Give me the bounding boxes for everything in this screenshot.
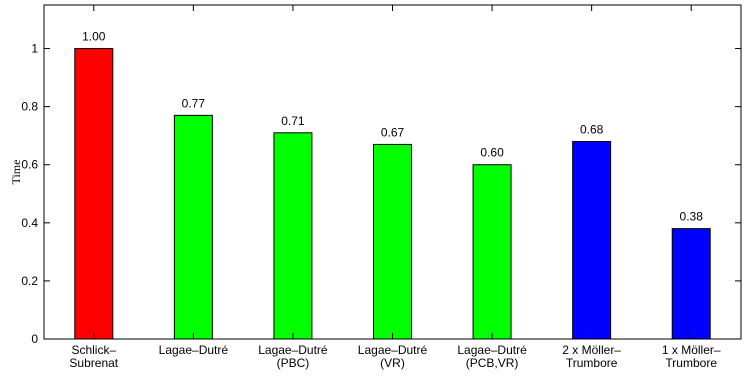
bar-value-label: 0.77 (182, 96, 206, 110)
bar-value-label: 0.38 (680, 210, 704, 224)
x-category-label: Lagae–Dutré (PCB,VR) (457, 343, 527, 370)
x-category-label-line: Trumbore (665, 356, 717, 370)
bar (373, 143, 412, 340)
bar (671, 228, 711, 340)
x-category-label-line: (PBC) (277, 356, 310, 370)
bar-value-label: 0.71 (281, 114, 305, 128)
y-tick-label: 0.2 (21, 274, 38, 288)
y-tick-label: 0 (31, 332, 38, 346)
y-tick-label: 0.8 (21, 100, 38, 114)
bar-value-label: 0.67 (381, 125, 405, 139)
x-category-label: 1 x Möller– Trumbore (662, 343, 721, 370)
y-tick-label: 0.6 (21, 158, 38, 172)
x-category-label-line: Trumbore (566, 356, 618, 370)
x-category-label: Lagae–Dutré (159, 343, 229, 357)
bars (74, 48, 711, 340)
y-tick-label: 1 (31, 42, 38, 56)
x-category-label-line: Schlick– (71, 343, 116, 357)
bar (572, 141, 612, 340)
bar (173, 114, 213, 340)
y-tick-label: 0.4 (21, 216, 38, 230)
x-category-label: Lagae–Dutré (VR) (358, 343, 428, 370)
x-category-label-line: Lagae–Dutré (457, 343, 527, 357)
y-axis-ticks: 0 0.2 0.4 0.6 0.8 1 (21, 42, 741, 346)
x-category-label-line: Lagae–Dutré (159, 343, 229, 357)
x-category-label: 2 x Möller– Trumbore (562, 343, 621, 370)
bar (273, 132, 313, 340)
x-category-label-line: Subrenat (69, 356, 118, 370)
x-category-label-line: (VR) (380, 356, 405, 370)
bar (74, 48, 114, 340)
x-category-label: Schlick– Subrenat (69, 343, 118, 370)
x-category-label-line: Lagae–Dutré (358, 343, 428, 357)
x-category-label-line: 2 x Möller– (562, 343, 621, 357)
y-axis-label: Time (9, 160, 23, 185)
x-category-label-line: (PCB,VR) (466, 356, 519, 370)
bar-value-label: 0.60 (480, 146, 504, 160)
x-category-label: Lagae–Dutré (PBC) (258, 343, 328, 370)
bar (472, 164, 512, 340)
bar-value-label: 0.68 (580, 123, 604, 137)
value-labels: 1.00 0.77 0.71 0.67 0.60 0.68 0.38 (82, 30, 703, 224)
bar-value-label: 1.00 (82, 30, 106, 44)
x-category-label-line: 1 x Möller– (662, 343, 721, 357)
x-category-label-line: Lagae–Dutré (258, 343, 328, 357)
